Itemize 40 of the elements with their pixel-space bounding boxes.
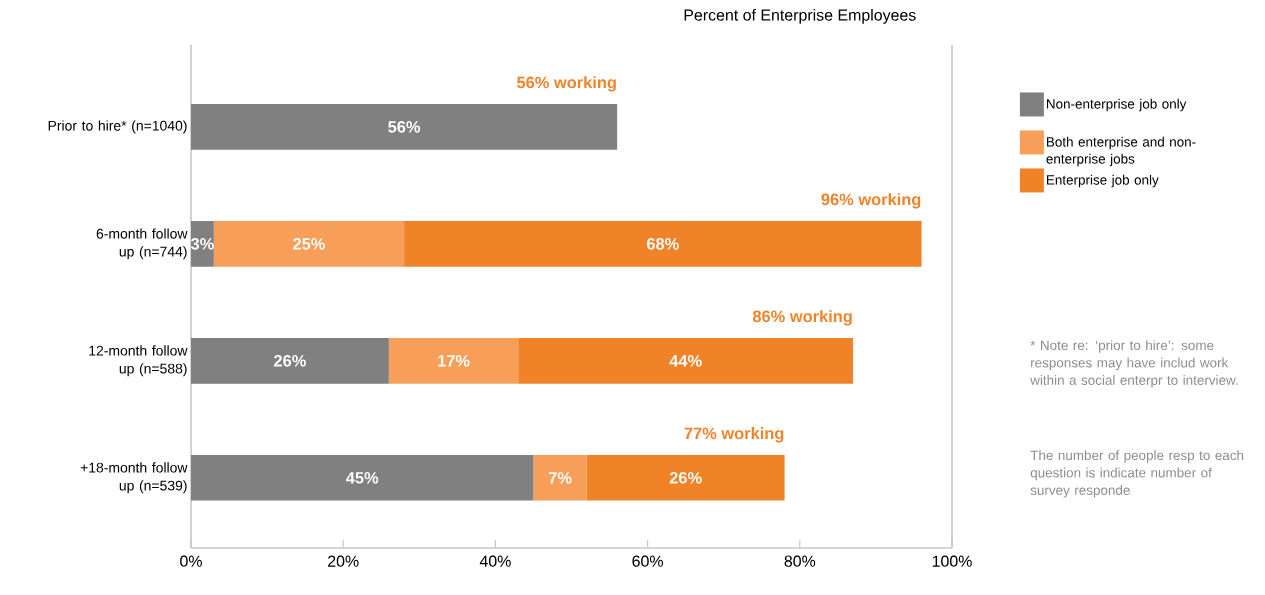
y-tick-label: Prior to hire* (n=1040) [48,120,187,134]
x-tick-label: 80% [784,555,816,567]
data-label: 44% [669,355,702,367]
bar [533,455,587,501]
data-label: 56% [388,121,421,133]
bar [404,221,922,267]
chart-title: Percent of Enterprise Employees [684,9,916,24]
bar [518,338,854,384]
bar [191,455,534,501]
x-tick-label: 60% [632,555,663,567]
bar [191,221,214,267]
y-tick-label: 12-month follow up (n=588) [89,345,188,377]
data-label: 26% [669,471,702,484]
legend-label: Enterprise job only [1046,174,1159,188]
legend-label: Both enterprise and non-enterprise jobs [1046,136,1196,167]
total-label: 56% working [516,76,616,92]
data-label: 17% [438,355,470,367]
data-label: 26% [274,355,306,367]
bar [191,338,389,384]
data-label: 7% [548,472,572,484]
text: * Note re: ‘prior to hire’: some responses may have includ work within a social enterpr to interview. [1030,340,1238,388]
bar [213,221,405,267]
bar [191,104,618,150]
total-label: 96% working [821,193,921,209]
data-label: 3% [190,238,214,250]
y-tick-label: 6-month follow up (n=744) [96,228,188,260]
x-tick-label: 100% [932,555,972,567]
x-tick-label: 20% [328,555,359,567]
data-label: 45% [346,472,379,484]
y-tick-label: +18-month follow up (n=539) [80,462,188,494]
legend-label: Non-enterprise job only [1046,98,1187,112]
data-label: 68% [646,238,679,250]
total-label: 77% working [684,427,784,443]
bar [388,338,519,384]
total-label: 86% working [752,310,852,326]
x-tick-label: 0% [180,555,202,567]
bar [586,455,785,501]
text: The number of people resp to each question is indicate number of survey responde [1030,450,1244,498]
data-label: 25% [293,238,325,250]
x-tick-label: 40% [479,555,511,567]
